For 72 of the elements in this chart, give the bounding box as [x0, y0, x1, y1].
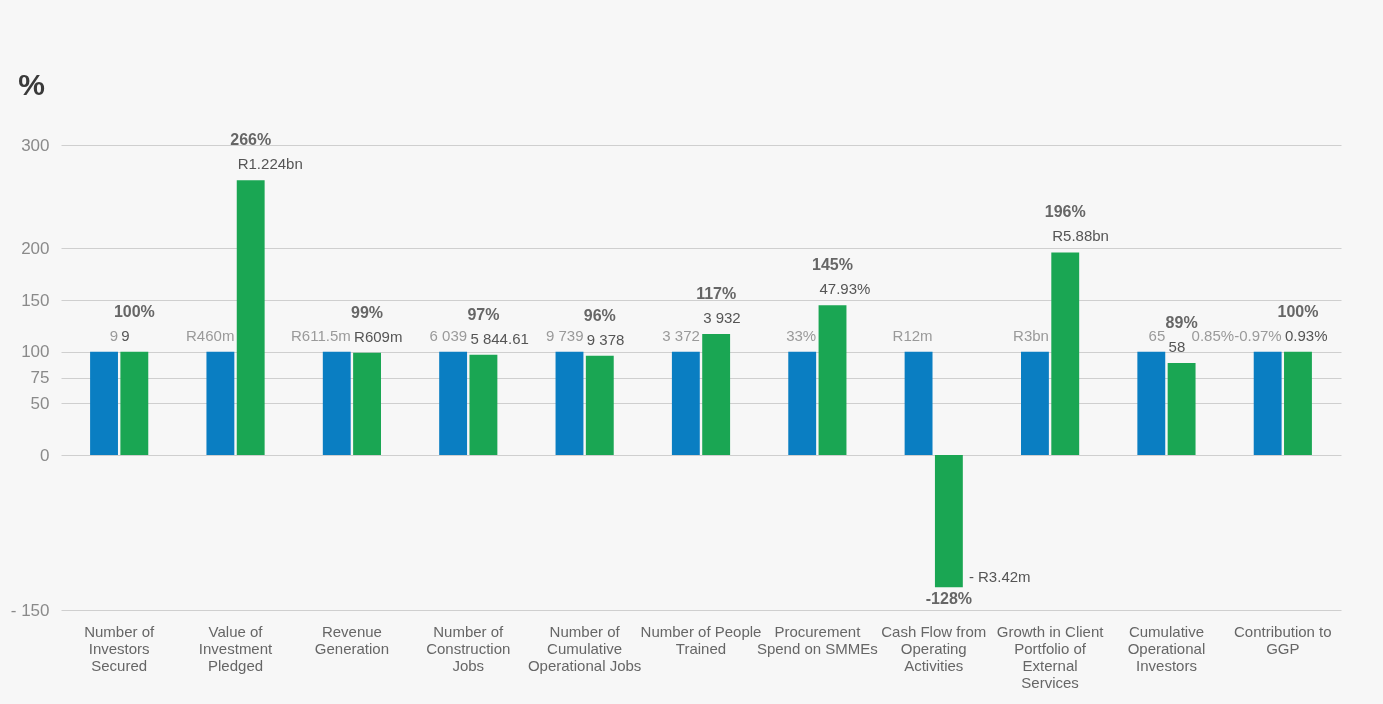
data-label: 117%	[696, 285, 737, 303]
data-label: 97%	[467, 305, 500, 323]
data-label: 196%	[1044, 203, 1086, 221]
data-label: 100%	[113, 302, 155, 320]
data-label: 96%	[583, 306, 616, 324]
x-tick-label: Contribution to GGP	[1234, 622, 1332, 657]
bar	[585, 355, 614, 455]
annotation: 9	[121, 326, 130, 344]
bar	[1021, 351, 1049, 455]
data-label: 266%	[230, 131, 272, 149]
bar	[1253, 351, 1282, 455]
bar	[1284, 351, 1312, 455]
annotation: 6 039	[429, 326, 468, 344]
x-tick-label: Number of Construction Jobs	[426, 622, 511, 674]
bar	[1051, 252, 1080, 455]
annotation: R12m	[892, 326, 933, 344]
data-label: 145%	[812, 256, 853, 274]
data-label: 99%	[351, 303, 384, 321]
annotation: 65	[1148, 326, 1166, 344]
x-tick-label: Growth in Client Portfolio of External Services	[996, 622, 1105, 691]
y-tick-label: 100	[21, 342, 50, 362]
annotation: R460m	[186, 326, 235, 344]
bar	[469, 354, 498, 455]
annotation: R3bn	[1013, 326, 1049, 344]
annotation: R611.5m	[290, 326, 351, 344]
bar	[439, 351, 468, 455]
x-tick-label: Number of Investors Secured	[84, 622, 156, 674]
bar	[353, 352, 381, 455]
bar	[702, 334, 731, 455]
annotation: 3 372	[662, 326, 700, 344]
bar	[788, 351, 817, 455]
annotation: 3 932	[703, 309, 741, 327]
annotation: 9	[109, 326, 119, 344]
y-tick-label: 150	[21, 290, 50, 310]
y-axis-title: %	[18, 67, 45, 101]
y-tick-label: 300	[21, 135, 50, 155]
bar	[322, 351, 351, 455]
data-label: 100%	[1277, 302, 1319, 320]
x-tick-label: Number of Cumulative Operational Jobs	[527, 622, 642, 674]
y-tick-label: 75	[30, 368, 50, 387]
x-tick-label: Revenue Generation	[314, 622, 390, 657]
annotation: 47.93%	[819, 280, 871, 298]
bar	[1137, 351, 1166, 455]
annotation: R1.224bn	[237, 155, 303, 173]
bar	[818, 305, 847, 455]
y-tick-label: 0	[40, 445, 50, 465]
annotation: 5 844.61	[470, 329, 529, 347]
annotation: 58	[1168, 338, 1186, 356]
y-tick-label: 200	[21, 238, 50, 258]
data-label: -128%	[925, 590, 972, 608]
bar	[1167, 363, 1196, 455]
annotation: 9 378	[586, 330, 625, 348]
x-tick-label: Cumulative Operational Investors	[1127, 622, 1206, 674]
bar	[904, 351, 933, 455]
annotation: 0.93%	[1284, 326, 1328, 344]
x-tick-label: Cash Flow from Operating Activities	[881, 622, 987, 674]
annotation: R5.88bn	[1052, 227, 1109, 245]
y-tick-label: 50	[30, 393, 50, 413]
bar	[555, 351, 584, 455]
data-label: 89%	[1165, 314, 1198, 332]
annotation: - R3.42m	[968, 568, 1031, 586]
bar	[934, 455, 963, 588]
x-tick-label: Value of Investment Pledged	[198, 622, 274, 674]
bar	[236, 180, 265, 455]
annotation: R609m	[354, 327, 403, 345]
bar	[120, 351, 149, 455]
bar	[206, 351, 235, 455]
annotation: 9 739	[545, 326, 584, 344]
bar	[671, 351, 700, 455]
bar	[90, 351, 118, 455]
annotation: 33%	[786, 326, 817, 344]
y-tick-label: - 150	[10, 600, 50, 620]
